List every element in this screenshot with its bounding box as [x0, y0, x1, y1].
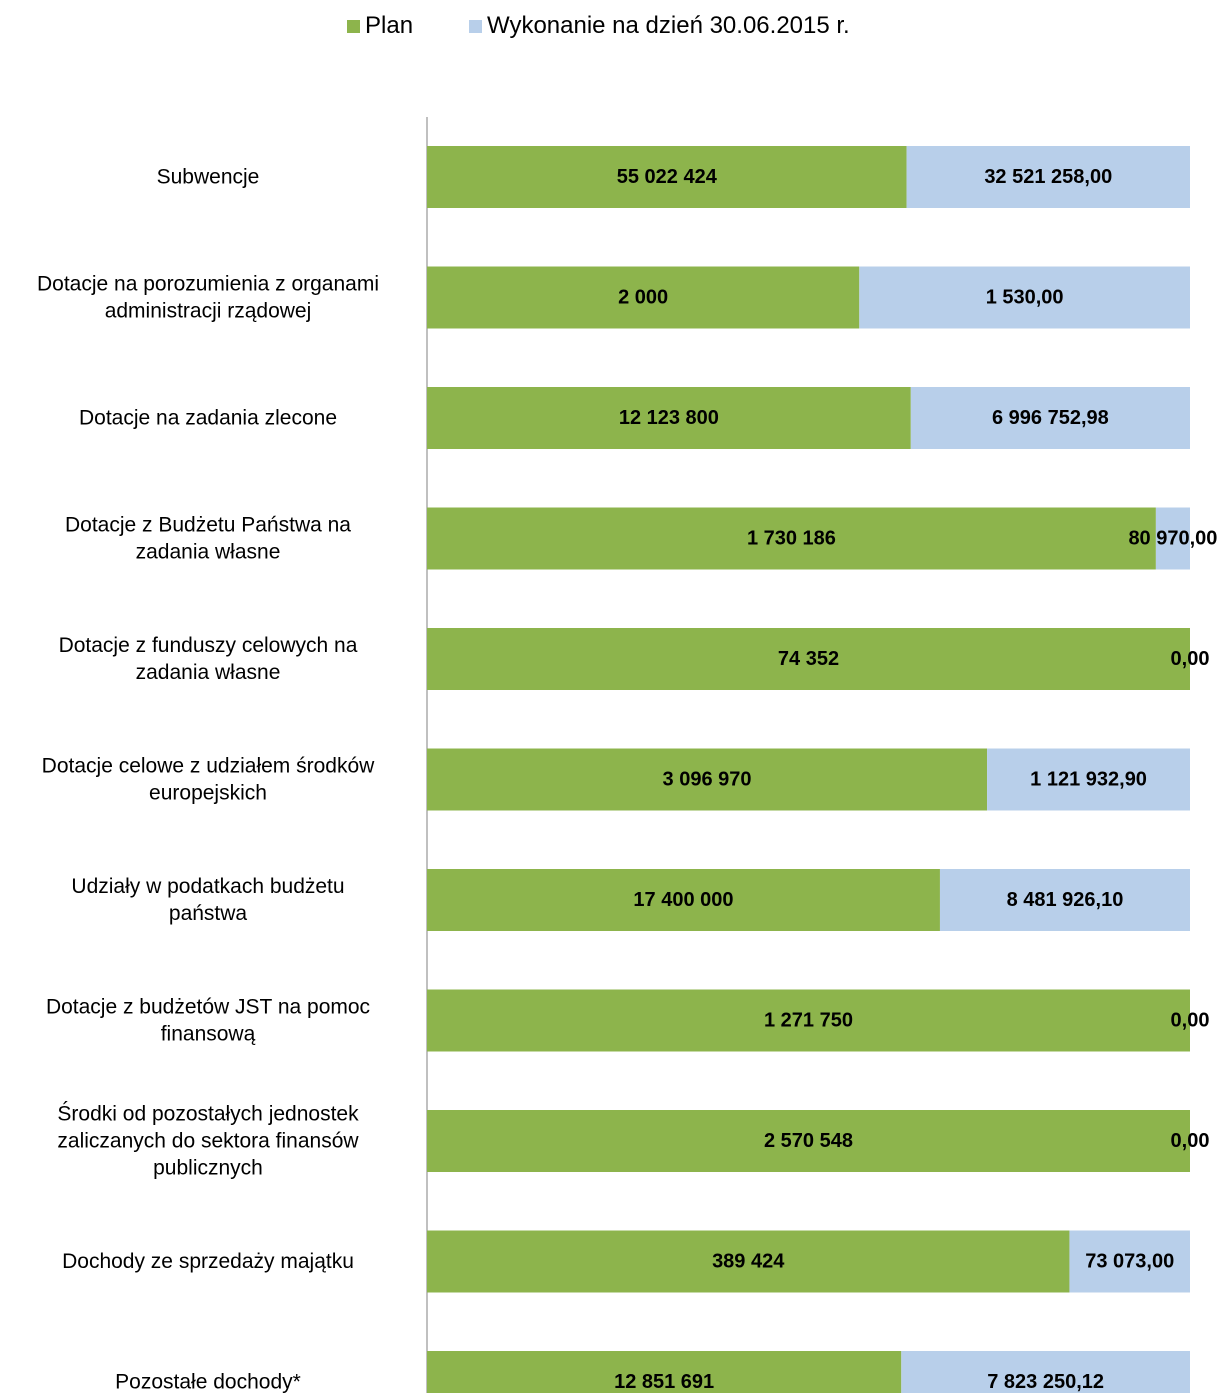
category-label: Dotacje z funduszy celowych na zadania wł… [59, 634, 358, 684]
data-label-execution: 32 521 258,00 [984, 166, 1112, 188]
bar-plan [427, 1230, 1070, 1293]
data-label-execution: 0,00 [1171, 1010, 1210, 1032]
bar-plan [427, 1351, 902, 1393]
data-label-plan: 17 400 000 [633, 889, 733, 911]
data-label-plan: 12 851 691 [614, 1371, 714, 1393]
data-label-execution: 6 996 752,98 [992, 407, 1109, 429]
legend-label-execution: Wykonanie na dzień 30.06.2015 r. [487, 12, 850, 39]
category-label: Dotacje na zadania zlecone [79, 407, 337, 430]
data-label-plan: 3 096 970 [663, 769, 752, 791]
legend-item-execution: Wykonanie na dzień 30.06.2015 r. [469, 10, 850, 42]
data-label-execution: 80 970,00 [1128, 528, 1217, 550]
data-label-execution: 1 530,00 [986, 287, 1064, 309]
legend-swatch-plan [347, 19, 360, 33]
bar-execution [859, 266, 1190, 329]
bar-plan [427, 989, 1190, 1052]
data-label-execution: 7 823 250,12 [987, 1371, 1104, 1393]
bar-plan [427, 387, 911, 449]
legend-swatch-execution [469, 19, 482, 33]
data-label-execution: 8 481 926,10 [1007, 889, 1124, 911]
bar-execution [910, 387, 1190, 449]
bar-plan [427, 266, 860, 329]
category-label: Dochody ze sprzedaży majątku [62, 1250, 354, 1273]
data-label-execution: 1 121 932,90 [1030, 769, 1147, 791]
data-label-plan: 389 424 [712, 1251, 785, 1273]
data-label-plan: 55 022 424 [617, 166, 718, 188]
bar-execution [939, 869, 1190, 931]
data-label-plan: 2 570 548 [764, 1130, 853, 1152]
data-label-plan: 2 000 [618, 287, 668, 309]
data-label-execution: 73 073,00 [1085, 1251, 1174, 1273]
bar-execution [987, 748, 1190, 811]
data-label-plan: 1 730 186 [747, 528, 836, 550]
category-label: Pozostałe dochody* [115, 1371, 301, 1393]
bar-execution [906, 146, 1190, 208]
data-label-plan: 1 271 750 [764, 1010, 853, 1032]
data-label-plan: 74 352 [778, 648, 839, 670]
category-label: Dotacje z Budżetu Państwa na zadania włas… [65, 514, 351, 564]
category-label: Udziały w podatkach budżetu państwa [71, 875, 344, 925]
bar-plan [427, 507, 1156, 570]
category-label: Dotacje z budżetów JST na pomoc finansową [46, 996, 370, 1046]
bar-plan [427, 1110, 1190, 1172]
data-label-execution: 0,00 [1171, 648, 1210, 670]
legend-item-plan: Plan [347, 10, 413, 42]
data-label-execution: 0,00 [1171, 1130, 1210, 1152]
category-label: Dotacje na porozumienia z organami admini… [37, 273, 379, 323]
bar-execution [901, 1351, 1190, 1393]
bar-execution [1155, 507, 1190, 570]
data-label-plan: 12 123 800 [619, 407, 719, 429]
bar-execution [1069, 1230, 1190, 1293]
category-label: Dotacje celowe z udziałem środków europej… [42, 755, 375, 805]
legend-label-plan: Plan [365, 12, 414, 39]
bar-plan [427, 869, 940, 931]
category-label: Subwencje [157, 166, 260, 189]
bar-plan [427, 628, 1190, 690]
legend: Plan Wykonanie na dzień 30.06.2015 r. [0, 10, 1229, 42]
bar-plan [427, 146, 907, 208]
bar-plan [427, 748, 988, 811]
category-label: Środki od pozostałych jednostek zaliczany… [57, 1102, 359, 1180]
